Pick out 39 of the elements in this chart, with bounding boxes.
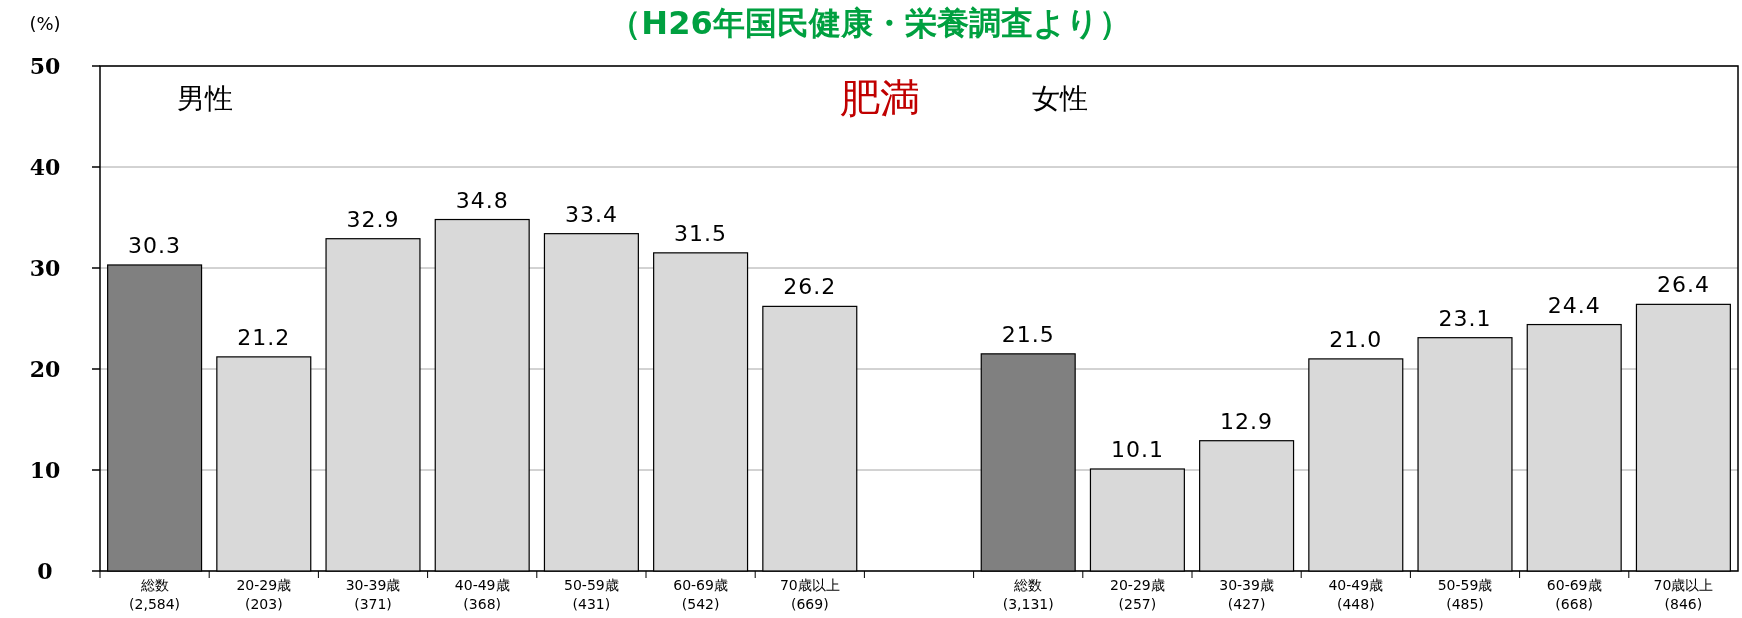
- data-label: 34.8: [455, 187, 509, 213]
- x-tick-label: 50-59歳 (431): [564, 577, 619, 612]
- data-label: 21.0: [1329, 326, 1383, 352]
- x-tick-label: 40-49歳 (368): [454, 577, 510, 612]
- x-tick-label: 20-29歳 (257): [1110, 577, 1165, 612]
- data-label: 32.9: [346, 206, 400, 232]
- y-axis-title: (%): [29, 13, 61, 34]
- chart-subtitle: 肥満: [840, 75, 920, 121]
- y-tick-label: 50: [29, 53, 61, 79]
- x-tick-label: 60-69歳 (668): [1546, 577, 1602, 612]
- data-label: 26.2: [783, 274, 837, 300]
- x-tick-label: 30-39歳 (427): [1219, 577, 1274, 612]
- data-label: 21.5: [1001, 321, 1055, 347]
- data-label: 12.9: [1220, 408, 1274, 434]
- data-label: 31.5: [674, 220, 728, 246]
- x-tick-label: 総数 (3,131): [1002, 577, 1054, 612]
- data-label: 24.4: [1547, 292, 1601, 318]
- y-tick-label: 0: [37, 558, 53, 584]
- x-tick-label: 70歳以上 (846): [1653, 577, 1714, 612]
- x-tick-label: 総数 (2,584): [129, 577, 181, 612]
- data-label: 23.1: [1438, 305, 1492, 331]
- annotation: 女性: [1032, 82, 1088, 115]
- annotation: 男性: [177, 82, 233, 115]
- chart-title: （H26年国民健康・栄養調査より）: [609, 4, 1131, 42]
- x-tick-label: 20-29歳 (203): [236, 577, 292, 612]
- y-tick-label: 10: [29, 457, 61, 483]
- y-tick-label: 30: [29, 255, 61, 281]
- y-tick-label: 20: [29, 356, 61, 382]
- data-label: 30.3: [128, 232, 182, 258]
- data-label: 21.2: [237, 324, 291, 350]
- x-tick-label: 70歳以上 (669): [779, 577, 840, 612]
- x-tick-label: 40-49歳 (448): [1328, 577, 1384, 612]
- x-tick-label: 30-39歳 (371): [345, 577, 401, 612]
- data-label: 33.4: [564, 201, 618, 227]
- y-tick-label: 40: [29, 154, 61, 180]
- x-tick-label: 50-59歳 (485): [1437, 577, 1493, 612]
- data-label: 26.4: [1656, 272, 1710, 298]
- data-label: 10.1: [1110, 436, 1164, 462]
- x-tick-label: 60-69歳 (542): [673, 577, 728, 612]
